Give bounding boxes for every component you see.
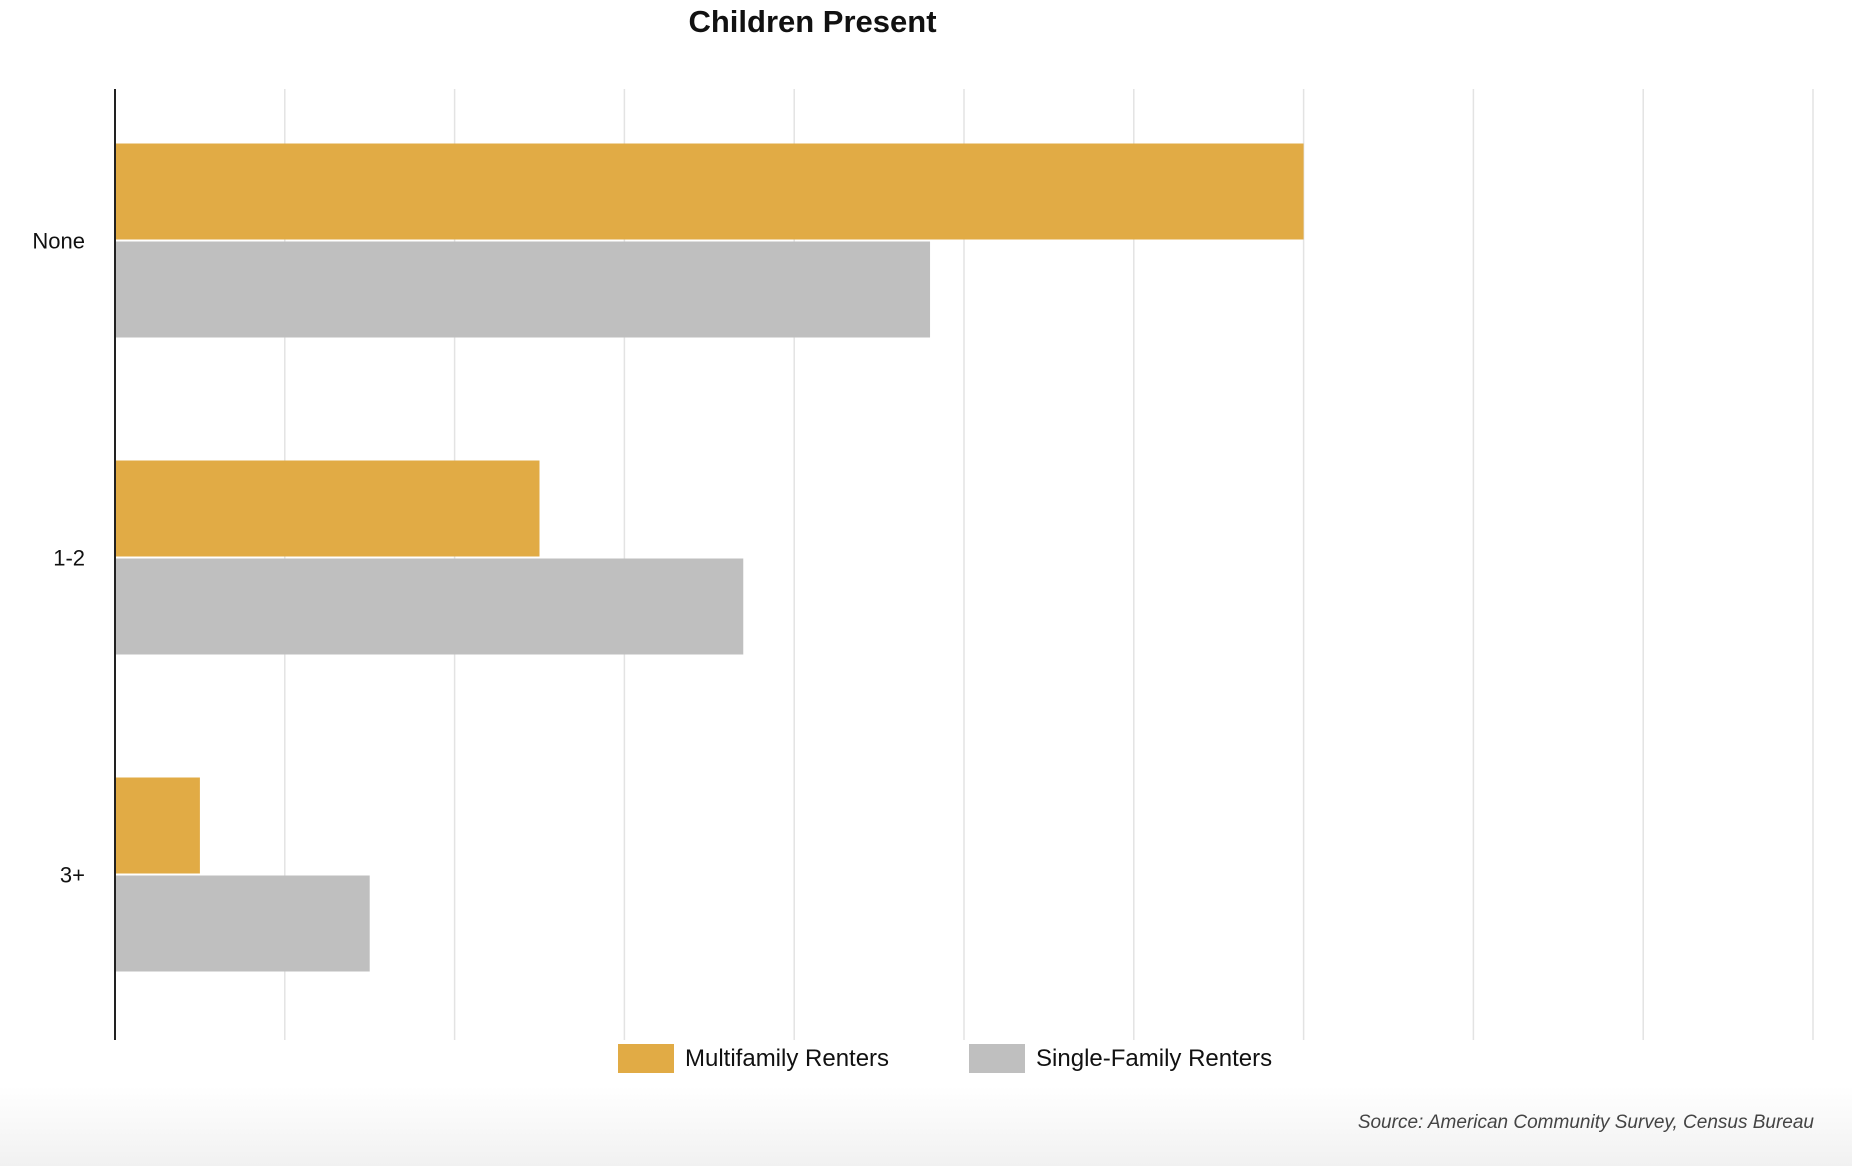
bar-multifamily	[115, 143, 1304, 240]
bar-multifamily	[115, 460, 540, 557]
bar-single-family	[115, 241, 931, 338]
bar-multifamily	[115, 777, 200, 874]
legend-swatch-multifamily	[618, 1044, 674, 1073]
legend-label-multifamily: Multifamily Renters	[685, 1044, 890, 1072]
category-label: 1-2	[53, 546, 85, 571]
legend-item-single-family[interactable]: Single-Family Renters	[969, 1044, 1272, 1073]
bar-single-family	[115, 875, 370, 972]
chart-title: Children Present	[688, 4, 937, 39]
legend-item-multifamily[interactable]: Multifamily Renters	[618, 1044, 889, 1073]
category-label: 3+	[60, 863, 85, 888]
bar-chart: None 1-2 3+	[32, 89, 1814, 1040]
footer-background	[0, 1086, 1852, 1166]
bar-single-family	[115, 558, 744, 655]
legend-swatch-single-family	[969, 1044, 1026, 1073]
legend-label-single-family: Single-Family Renters	[1036, 1044, 1273, 1072]
legend: Multifamily Renters Single-Family Renter…	[618, 1044, 1352, 1073]
category-label: None	[32, 229, 85, 254]
source-note: Source: American Community Survey, Censu…	[1357, 1112, 1814, 1133]
